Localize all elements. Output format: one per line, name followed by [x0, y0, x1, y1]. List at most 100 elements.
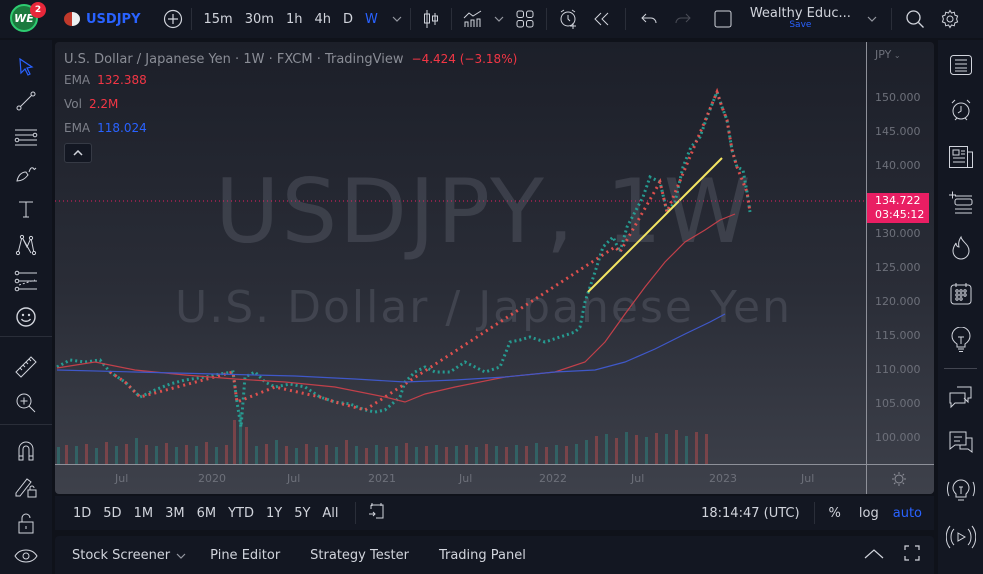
interval-15m[interactable]: 15m: [203, 11, 233, 27]
settings-button[interactable]: [932, 0, 968, 38]
interval-1h[interactable]: 1h: [285, 11, 303, 27]
range-3m[interactable]: 3M: [165, 505, 185, 521]
fullscreen-layout-button[interactable]: [706, 0, 740, 38]
indicators-button[interactable]: [458, 0, 488, 38]
percent-scale-toggle[interactable]: %: [828, 505, 841, 521]
watermark-description: U.S. Dollar / Japanese Yen: [175, 282, 792, 333]
text-tool[interactable]: [11, 194, 41, 224]
watchlist-button[interactable]: [946, 50, 976, 80]
range-1d[interactable]: 1D: [73, 505, 92, 521]
trendline-tool[interactable]: [11, 86, 41, 116]
alert-button[interactable]: [553, 0, 585, 38]
time-label: 2022: [539, 472, 567, 485]
chevron-down-icon: [176, 553, 186, 559]
candle-type-button[interactable]: [417, 0, 445, 38]
bar-countdown: 03:45:12: [875, 208, 925, 221]
horizontal-lines-icon: [14, 129, 38, 146]
range-toolbar: 1D 5D 1M 3M 6M YTD 1Y 5Y All 18:14:47 (U…: [55, 496, 934, 530]
calendar-button[interactable]: [946, 279, 976, 309]
hotlists-button[interactable]: [946, 233, 976, 263]
smiley-icon: [16, 307, 36, 327]
newspaper-icon: [949, 146, 973, 168]
bottom-panel-tabs: Stock Screener Pine Editor Strategy Test…: [55, 536, 934, 574]
range-5y[interactable]: 5Y: [294, 505, 311, 521]
range-1m[interactable]: 1M: [133, 505, 154, 521]
tab-pine-editor[interactable]: Pine Editor: [210, 547, 281, 563]
logo-avatar[interactable]: WE 2: [10, 2, 46, 34]
tab-trading-panel[interactable]: Trading Panel: [438, 547, 526, 563]
auto-scale-toggle[interactable]: auto: [892, 505, 922, 521]
lock-drawings-tool[interactable]: [11, 472, 41, 502]
tab-strategy-tester[interactable]: Strategy Tester: [310, 547, 409, 563]
utc-clock[interactable]: 18:14:47 (UTC): [701, 505, 800, 521]
indicators-dropdown[interactable]: [488, 0, 510, 38]
notes-button[interactable]: [946, 428, 976, 458]
chart-settings-button[interactable]: [891, 471, 907, 491]
maximize-panel-button[interactable]: [904, 545, 920, 565]
symbol-search[interactable]: USDJPY: [64, 0, 141, 38]
indicator-value: 2.2M: [88, 97, 119, 111]
interval-4h[interactable]: 4h: [314, 11, 331, 27]
brush-tool[interactable]: [11, 158, 41, 188]
ideas-button[interactable]: [946, 325, 976, 355]
price-label: 115.000: [875, 329, 921, 342]
indicator-ema-2[interactable]: EMA 118.024: [64, 116, 517, 140]
streams-button[interactable]: [946, 476, 976, 506]
cursor-tool[interactable]: [11, 52, 41, 82]
chart-pane[interactable]: USDJPY, 1W U.S. Dollar / Japanese Yen: [55, 42, 934, 494]
object-tree-button[interactable]: [946, 188, 976, 218]
rewind-icon: [594, 12, 609, 26]
time-axis[interactable]: Jul 2020 Jul 2021 Jul 2022 Jul 2023 Jul: [55, 464, 934, 494]
range-5d[interactable]: 5D: [103, 505, 122, 521]
indicator-volume[interactable]: Vol 2.2M: [64, 92, 517, 116]
candlestick-icon: [423, 10, 438, 28]
alerts-button[interactable]: [946, 95, 976, 125]
interval-dropdown[interactable]: [390, 0, 404, 38]
replay-button[interactable]: [585, 0, 619, 38]
redo-button[interactable]: [666, 0, 700, 38]
emoji-tool[interactable]: [11, 302, 41, 332]
expand-panel-button[interactable]: [864, 548, 884, 563]
range-6m[interactable]: 6M: [196, 505, 217, 521]
interval-w[interactable]: W: [364, 11, 378, 27]
goto-date-button[interactable]: [368, 502, 386, 524]
ruler-tool[interactable]: [11, 352, 41, 382]
redo-icon: [675, 13, 691, 24]
time-label: Jul: [115, 472, 129, 485]
range-ytd[interactable]: YTD: [228, 505, 254, 521]
fib-tool[interactable]: [11, 122, 41, 152]
tab-stock-screener[interactable]: Stock Screener: [72, 547, 171, 563]
price-axis[interactable]: JPY ⌄ 150.000 145.000 140.000 130.000 12…: [866, 42, 934, 464]
layout-button[interactable]: [510, 0, 540, 38]
news-button[interactable]: [946, 142, 976, 172]
zoom-tool[interactable]: [11, 388, 41, 418]
hide-drawings-tool[interactable]: [11, 542, 41, 572]
layout-dropdown[interactable]: [859, 0, 885, 38]
pattern-tool[interactable]: [11, 230, 41, 260]
indicator-name: EMA: [64, 121, 91, 135]
lock-all-tool[interactable]: [11, 508, 41, 538]
range-all[interactable]: All: [322, 505, 339, 521]
chat-bubbles-icon: [949, 386, 972, 409]
undo-button[interactable]: [632, 0, 666, 38]
chevron-down-icon: [392, 16, 402, 22]
magnet-tool[interactable]: [11, 436, 41, 466]
interval-d[interactable]: D: [342, 11, 353, 27]
forecast-tool[interactable]: [11, 266, 41, 296]
log-scale-toggle[interactable]: log: [858, 505, 879, 521]
search-button[interactable]: [898, 0, 932, 38]
interval-30m[interactable]: 30m: [244, 11, 274, 27]
unlock-icon: [18, 513, 34, 534]
save-label[interactable]: Save: [789, 20, 812, 31]
brush-icon: [16, 167, 37, 182]
indicator-ema-1[interactable]: EMA 132.388: [64, 68, 517, 92]
compare-add-button[interactable]: [161, 0, 185, 38]
layout-name-button[interactable]: Wealthy Educ... Save: [750, 7, 851, 30]
stock-screener-dropdown[interactable]: [176, 548, 186, 563]
collapse-legend-button[interactable]: [64, 143, 92, 163]
range-1y[interactable]: 1Y: [265, 505, 283, 521]
currency-selector[interactable]: JPY ⌄: [875, 48, 901, 61]
chats-button[interactable]: [946, 382, 976, 412]
live-streams-button[interactable]: [946, 522, 976, 552]
series-title[interactable]: U.S. Dollar / Japanese Yen · 1W · FXCM ·…: [64, 51, 404, 67]
